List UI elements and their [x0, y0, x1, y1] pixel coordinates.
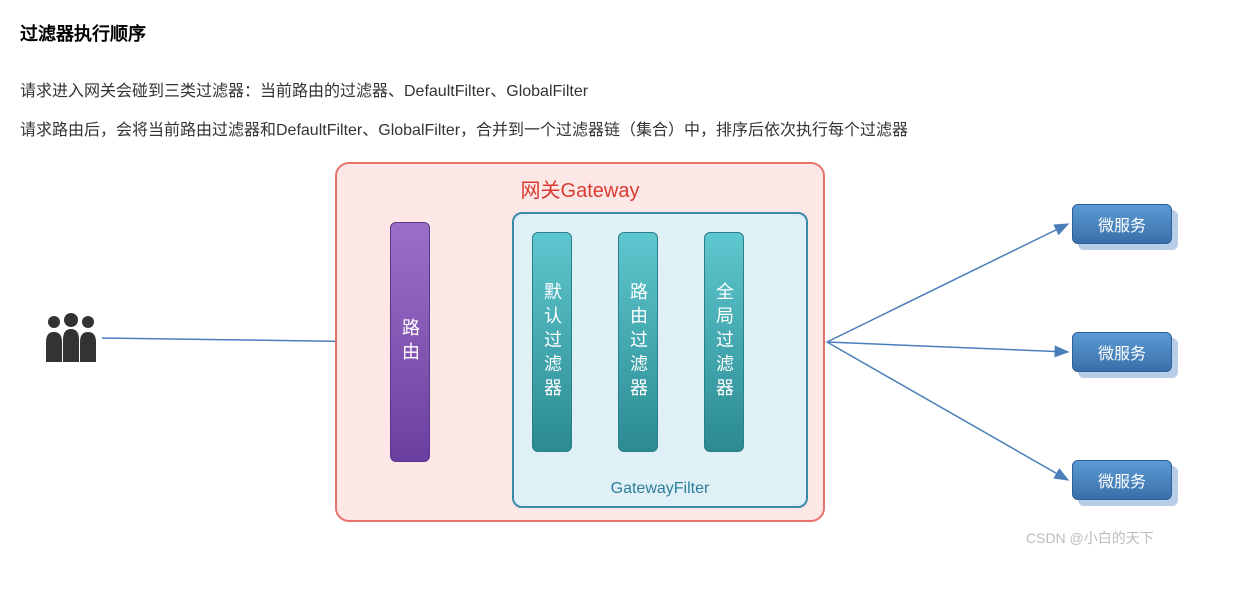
service-label: 微服务 — [1098, 340, 1146, 364]
service-box-2: 微服务 — [1072, 332, 1172, 372]
global-filter-bar: 全局过滤器 — [704, 232, 744, 452]
route-bar-text: 路由 — [397, 318, 423, 366]
service-box-1: 微服务 — [1072, 204, 1172, 244]
route-filter-bar: 路由过滤器 — [618, 232, 658, 452]
service-box-3: 微服务 — [1072, 460, 1172, 500]
global-filter-bar-text: 全局过滤器 — [711, 282, 737, 402]
service-label: 微服务 — [1098, 212, 1146, 236]
gateway-label: 网关Gateway — [335, 174, 825, 203]
watermark: CSDN @小白的天下 — [1026, 528, 1154, 548]
gateway-filter-label: GatewayFilter — [512, 480, 808, 498]
route-bar: 路由 — [390, 222, 430, 462]
route-filter-bar-text: 路由过滤器 — [625, 282, 651, 402]
paragraph-1: 请求进入网关会碰到三类过滤器：当前路由的过滤器、DefaultFilter、Gl… — [20, 74, 1226, 109]
default-filter-bar: 默认过滤器 — [532, 232, 572, 452]
default-filter-bar-text: 默认过滤器 — [539, 282, 565, 402]
page-title: 过滤器执行顺序 — [20, 20, 1226, 46]
service-label: 微服务 — [1098, 468, 1146, 492]
diagram: 网关Gateway GatewayFilter 路由 默认过滤器 路由过滤器 全… — [20, 142, 1226, 542]
